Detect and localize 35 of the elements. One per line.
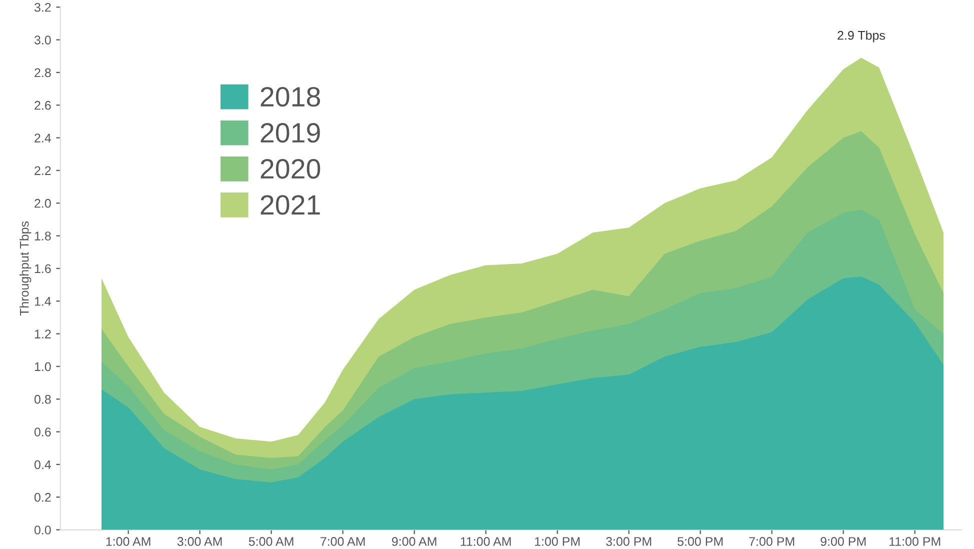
- x-tick-label: 5:00 AM: [248, 537, 294, 546]
- x-tick-label: 11:00 PM: [890, 537, 940, 546]
- y-tick-label: 1.6: [34, 264, 51, 274]
- x-tick-label: 11:00 AM: [460, 537, 511, 546]
- y-tick-label: 3.0: [34, 36, 51, 44]
- legend-label: 2020: [260, 159, 320, 179]
- y-tick-label: 1.4: [34, 297, 51, 306]
- x-tick-label: 3:00 AM: [177, 537, 222, 546]
- y-tick-label: 2.8: [34, 68, 51, 78]
- y-tick-label: 0.0: [34, 526, 51, 534]
- legend-label: 2021: [260, 195, 320, 215]
- y-tick-label: 0.8: [34, 394, 51, 404]
- y-tick-label: 1.2: [34, 330, 51, 338]
- x-tick-label: 9:00 PM: [820, 537, 866, 546]
- y-tick-label: 1.0: [34, 362, 51, 372]
- y-tick-label: 0.2: [34, 492, 51, 502]
- y-tick-label: 0.4: [34, 460, 51, 470]
- x-tick-label: 7:00 AM: [320, 537, 365, 546]
- annotation: 2.9 Tbps: [838, 30, 885, 42]
- x-tick-label: 9:00 AM: [392, 537, 436, 546]
- x-tick-label: 5:00 PM: [678, 537, 723, 546]
- x-tick-label: 7:00 PM: [749, 537, 794, 546]
- y-tick-label: 2.0: [34, 198, 51, 208]
- legend-label: 2019: [260, 122, 320, 143]
- y-tick-label: 1.8: [34, 232, 51, 240]
- y-tick-label: 3.2: [34, 2, 51, 12]
- x-tick-label: 3:00 PM: [606, 537, 652, 546]
- legend-label: 2018: [260, 86, 320, 107]
- y-axis-title: Throughput Tbps: [20, 221, 32, 316]
- y-tick-label: 2.4: [34, 134, 51, 142]
- x-tick-label: 1:00 PM: [535, 537, 580, 546]
- y-tick-label: 0.6: [34, 428, 51, 436]
- y-tick-label: 2.6: [34, 100, 51, 110]
- x-tick-label: 1:00 AM: [106, 537, 150, 546]
- y-tick-label: 2.2: [34, 166, 51, 175]
